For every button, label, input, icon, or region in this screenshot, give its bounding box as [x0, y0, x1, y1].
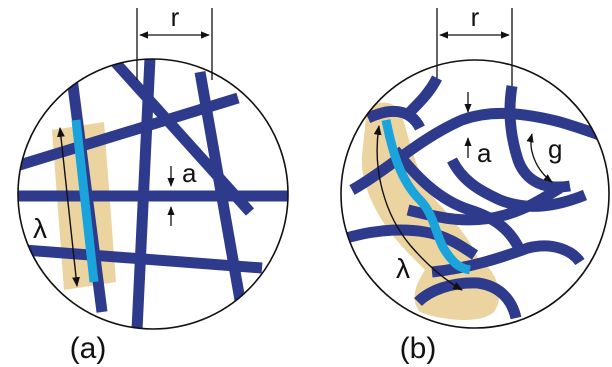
panel-b: r a g λ (b): [340, 2, 610, 365]
panel-a-fiber: [110, 59, 255, 216]
panel-a-network: [18, 59, 288, 329]
panel-b-fiber: [365, 105, 425, 131]
panel-a-boundary: [17, 58, 289, 330]
panel-a: r a λ (a): [17, 2, 289, 365]
panel-b-fiber: [504, 85, 571, 193]
panel-a-fibers: [18, 59, 288, 329]
panel-b-thickness-label: a: [477, 138, 492, 168]
panel-b-spacing-label: r: [471, 2, 480, 32]
panel-b-persistence-label: λ: [396, 253, 410, 284]
panel-a-spacing-label: r: [171, 2, 180, 32]
panel-a-spacing-dimension: [136, 8, 213, 80]
panel-b-network: [341, 75, 609, 320]
panel-b-gap-arrow: [526, 133, 553, 183]
panel-a-persistence-arrow: [57, 127, 80, 287]
panel-b-boundary: [340, 59, 610, 329]
panel-b-fiber: [447, 157, 588, 212]
panel-a-label: (a): [70, 332, 107, 365]
panel-a-thickness-label: a: [182, 158, 197, 188]
panel-b-fiber: [414, 277, 522, 320]
panel-b-label: (b): [400, 332, 437, 365]
panel-a-fiber: [18, 92, 240, 174]
panel-b-fiber: [404, 75, 442, 118]
panel-b-persistence-arrow: [373, 125, 463, 291]
panel-a-persistence-label: λ: [33, 213, 47, 244]
panel-b-gap-label: g: [548, 134, 562, 164]
panel-b-spacing-dimension: [436, 8, 513, 86]
